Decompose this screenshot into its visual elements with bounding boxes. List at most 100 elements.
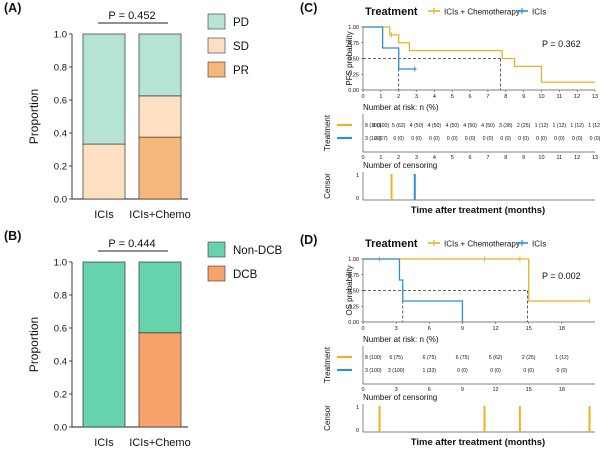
risk-table-cell: 0 (0) [500,136,511,142]
bar-segment-pd [138,33,182,97]
risk-table-title: Number at risk: n (%) [363,103,439,112]
x-tick-label: 11 [556,94,562,100]
risk-table-cell: 0 (0) [518,136,529,142]
risk-x-tick-label: 13 [592,155,598,161]
panel-c-pfs-km: (C) Treatment ICIs + Chemotherapy ICIs0.000… [300,1,600,216]
risk-table-cell: 3 (100) [365,368,382,374]
risk-table-cell: 0 (0) [590,136,600,142]
bar-segment-non-dcb [82,261,126,428]
panel-a-bar-chart: (A) 0.0 0.2 0.4 0.6 0.8 1.0 Proportion ICIs ICIs+… [4,1,249,221]
x-tick-label: 10 [538,94,544,100]
legend-label: ICIs [532,240,546,249]
risk-table-cell: 0 (0) [393,136,404,142]
risk-x-tick-label: 6 [428,387,431,393]
y-tick-label: 1.0 [54,30,67,41]
category-label: ICIs [94,209,114,221]
x-tick-label: 8 [504,94,507,100]
y-tick-label: 0.50 [348,57,359,63]
risk-table-cell: 0 (0) [572,136,583,142]
risk-x-tick-label: 9 [461,387,464,393]
y-axis-label: Proportion [27,317,41,372]
risk-table-cell: 0 (0) [429,136,440,142]
risk-table-cell: 4 (50) [428,123,442,129]
panel-d-os-km: (D) Treatment ICIs + Chemotherapy ICIs0.000… [300,233,595,448]
km-curve-0 [363,26,595,83]
x-tick-label: 0 [361,94,364,100]
y-tick-label: 0.4 [54,129,67,140]
risk-x-tick-label: 3 [395,387,398,393]
bar-segment-dcb [138,332,182,428]
y-tick-label: 1.00 [348,257,359,263]
p-value-label: P = 0.362 [542,39,581,49]
legend-swatch-pr [207,61,226,78]
risk-table-cell: 8 (100) [365,355,382,361]
risk-x-tick-label: 4 [433,155,436,161]
y-axis-label: OS probability [345,265,354,315]
bar-segment-pd [82,33,126,145]
x-tick-label: 4 [433,94,436,100]
panel-label: (B) [4,229,21,243]
risk-table-cell: 0 (0) [483,136,494,142]
risk-table-cell: 0 (0) [557,368,568,374]
risk-table-cell: 0 (0) [523,368,534,374]
risk-table-cell: 3 (100) [365,136,382,142]
risk-table-cell: 6 (75) [389,355,403,361]
legend-swatch-dcb [207,265,226,282]
x-tick-label: 3 [415,94,418,100]
x-tick-label: 9 [522,94,525,100]
risk-table-cell: 0 (0) [536,136,547,142]
risk-table-cell: 1 (12) [553,123,567,129]
risk-table-cell: 1 (12) [570,123,584,129]
y-tick-label: 0.50 [348,289,359,295]
y-tick-label: 0.25 [348,72,359,78]
risk-table-cell: 1 (33) [423,368,437,374]
y-tick-label: 1.0 [54,258,67,269]
risk-x-tick-label: 10 [538,155,544,161]
y-axis-label: Proportion [27,89,41,144]
censor-y-label: Censor [323,405,332,431]
legend-label: DCB [233,269,258,281]
risk-x-tick-label: 0 [361,155,364,161]
x-tick-label: 6 [469,94,472,100]
km-curve-1 [363,258,464,322]
risk-table-cell: 0 (0) [490,368,501,374]
y-tick-label: 0.2 [54,390,67,401]
legend-label: SD [233,41,249,53]
risk-table-cell: 0 (0) [411,136,422,142]
p-value-label: P = 0.452 [108,10,155,22]
y-axis-label: PFS probability [345,31,354,85]
y-tick-label: 0.8 [54,63,67,74]
risk-table-cell: 2 (25) [517,123,531,129]
legend-title: Treatment [365,6,418,18]
x-tick-label: 1 [379,94,382,100]
risk-table-cell: 1 (12) [555,355,569,361]
risk-x-tick-label: 0 [361,387,364,393]
panel-label: (D) [300,233,317,247]
y-tick-label: 0.0 [54,423,67,434]
bar-segment-sd [138,95,182,138]
x-axis-label: Time after treatment (months) [411,205,545,216]
risk-x-tick-label: 7 [486,155,489,161]
risk-table-cell: 0 (0) [457,368,468,374]
censor-y-tick-label: 0 [356,196,359,202]
legend-label: PR [233,65,249,77]
risk-x-tick-label: 18 [559,387,565,393]
panel-label: (A) [4,1,21,15]
risk-x-tick-label: 12 [493,387,499,393]
risk-table-cell: 0 (0) [465,136,476,142]
legend-label: Non-DCB [233,245,283,257]
censor-y-tick-label: 0 [356,428,359,434]
risk-x-tick-label: 5 [451,155,454,161]
censor-y-label: Censor [323,173,332,199]
bar-segment-pr [138,136,182,200]
legend-swatch-sd [207,37,226,54]
risk-table-cell: 4 (50) [445,123,459,129]
bar-segment-sd [82,143,126,200]
risk-x-tick-label: 1 [379,155,382,161]
risk-table-cell: 6 (75) [423,355,437,361]
x-tick-label: 13 [592,94,598,100]
x-tick-label: 12 [574,94,580,100]
legend-swatch-non-dcb [207,241,226,258]
risk-table-cell: 1 (12) [535,123,549,129]
censor-y-tick-label: 1 [356,173,359,179]
